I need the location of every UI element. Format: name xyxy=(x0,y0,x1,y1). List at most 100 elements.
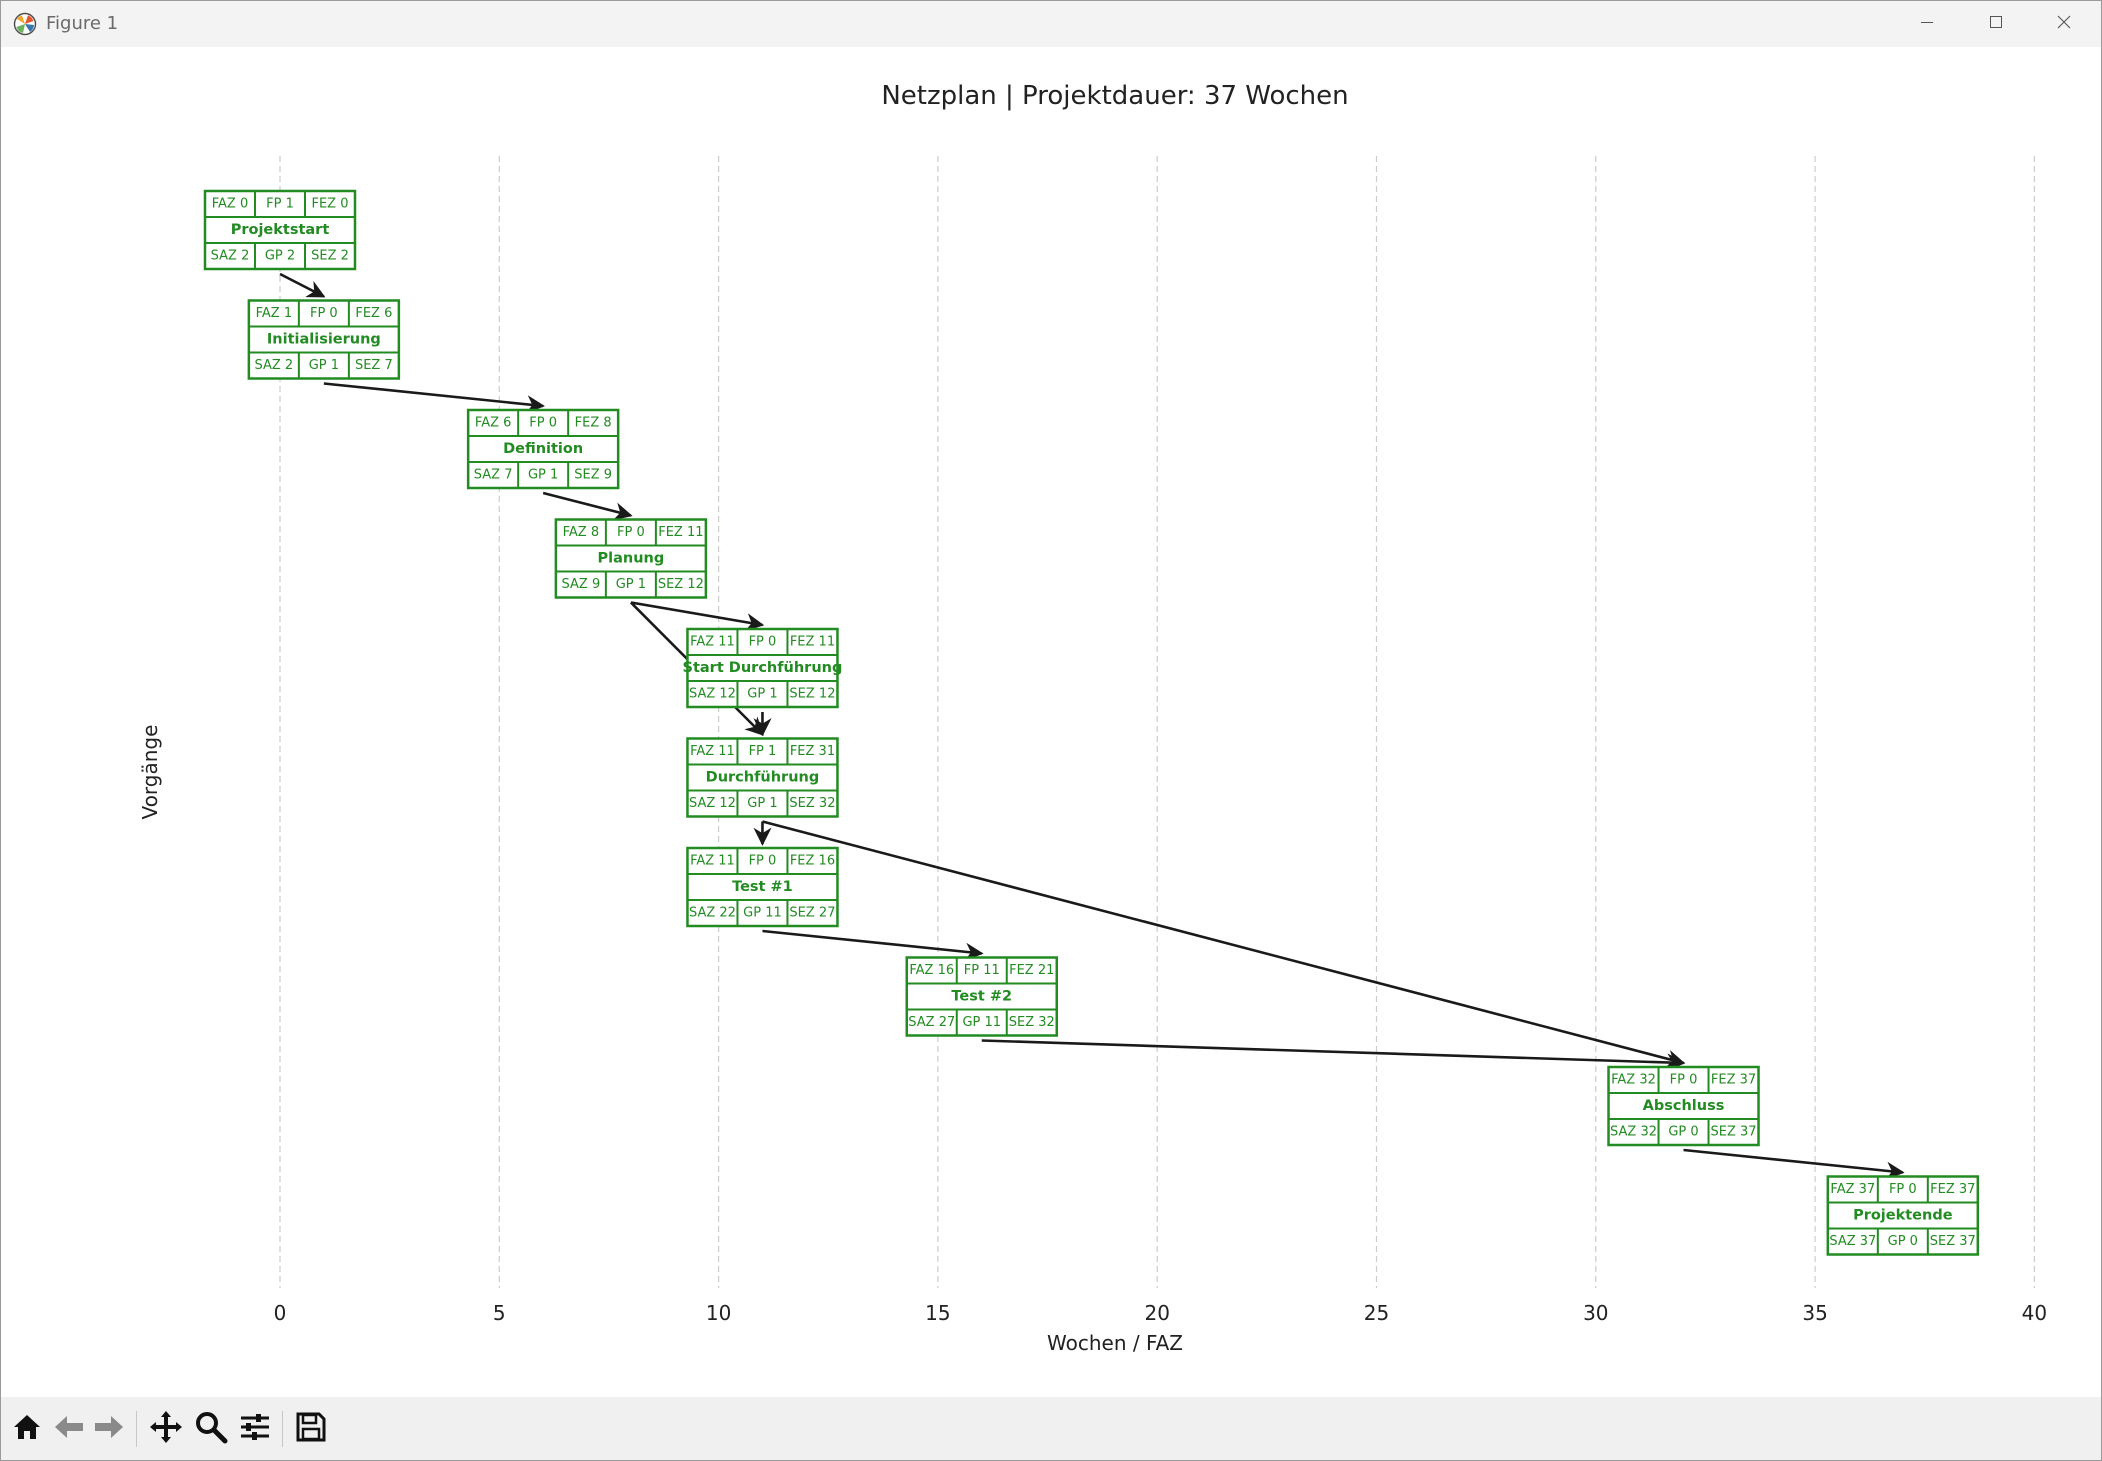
navigation-toolbar xyxy=(1,1397,2101,1460)
node-faz: FAZ 11 xyxy=(690,744,735,759)
node-gp: GP 1 xyxy=(747,796,777,811)
node-faz: FAZ 11 xyxy=(690,854,735,869)
x-tick-label: 30 xyxy=(1583,1301,1608,1325)
node-layer: FAZ 0 FP 1 FEZ 0 Projektstart SAZ 2 GP 2 SEZ 2… xyxy=(203,189,1980,1256)
node-saz: SAZ 12 xyxy=(689,796,736,811)
node-faz: FAZ 37 xyxy=(1830,1182,1875,1197)
node-name: Abschluss xyxy=(1643,1098,1725,1114)
node-name: Projektende xyxy=(1853,1208,1953,1224)
node-fp: FP 1 xyxy=(749,744,777,759)
toolbar-separator xyxy=(136,1411,137,1447)
node-gp: GP 11 xyxy=(743,906,782,921)
node-sez: SEZ 12 xyxy=(789,687,835,702)
node-gp: GP 1 xyxy=(747,687,777,702)
node-gp: GP 1 xyxy=(309,358,339,373)
configure-subplots-button[interactable] xyxy=(235,1409,275,1449)
home-icon xyxy=(10,1410,44,1449)
node-test2: FAZ 16 FP 11 FEZ 21 Test #2 SAZ 27 GP 11 SEZ 3… xyxy=(905,956,1059,1037)
node-saz: SAZ 2 xyxy=(211,249,250,264)
node-fez: FEZ 11 xyxy=(790,635,835,650)
node-fp: FP 0 xyxy=(749,854,777,869)
node-sez: SEZ 32 xyxy=(789,796,835,811)
back-arrow-icon xyxy=(52,1410,86,1449)
node-box xyxy=(1607,1065,1760,1147)
edge-layer xyxy=(279,272,1905,1180)
maximize-button[interactable] xyxy=(1963,1,2029,47)
node-name: Start Durchführung xyxy=(683,660,843,676)
node-box xyxy=(686,737,839,818)
node-fp: FP 0 xyxy=(617,525,645,540)
node-sez: SEZ 32 xyxy=(1009,1015,1055,1030)
node-gp: GP 0 xyxy=(1888,1234,1918,1249)
close-button[interactable] xyxy=(2031,1,2097,47)
node-name: Test #1 xyxy=(732,879,793,895)
maximize-icon xyxy=(1988,14,2004,35)
forward-button[interactable] xyxy=(89,1409,129,1449)
matplotlib-icon xyxy=(13,12,37,36)
node-sez: SEZ 37 xyxy=(1710,1125,1756,1140)
node-fez: FEZ 6 xyxy=(355,306,392,321)
node-gp: GP 2 xyxy=(265,249,295,264)
node-gp: GP 1 xyxy=(528,468,558,483)
node-sez: SEZ 27 xyxy=(789,906,835,921)
node-fez: FEZ 37 xyxy=(1930,1182,1975,1197)
toolbar-separator xyxy=(282,1411,283,1447)
node-fp: FP 0 xyxy=(749,635,777,650)
node-box xyxy=(686,627,839,709)
node-start-durchfuehrung: FAZ 11 FP 0 FEZ 11 Start Durchführung SAZ 12… xyxy=(683,627,843,709)
save-button[interactable] xyxy=(291,1409,331,1449)
x-tick-label: 40 xyxy=(2022,1301,2047,1325)
node-saz: SAZ 27 xyxy=(908,1015,955,1030)
save-icon xyxy=(295,1411,327,1448)
node-faz: FAZ 6 xyxy=(475,416,512,431)
x-tick-label: 35 xyxy=(1802,1301,1827,1325)
close-icon xyxy=(2056,14,2072,35)
plot-canvas[interactable]: FAZ 0 FP 1 FEZ 0 Projektstart SAZ 2 GP 2 SEZ 2… xyxy=(1,48,2101,1397)
node-sez: SEZ 37 xyxy=(1930,1234,1976,1249)
home-button[interactable] xyxy=(7,1409,47,1449)
node-faz: FAZ 11 xyxy=(690,635,735,650)
zoom-button[interactable] xyxy=(191,1409,231,1449)
node-saz: SAZ 37 xyxy=(1829,1234,1876,1249)
node-name: Test #2 xyxy=(951,989,1012,1005)
minimize-button[interactable] xyxy=(1894,1,1960,47)
zoom-icon xyxy=(194,1410,228,1449)
edge-arrow xyxy=(1683,1148,1905,1180)
node-definition: FAZ 6 FP 0 FEZ 8 Definition SAZ 7 GP 1 SEZ 9 xyxy=(466,408,620,490)
edge-arrow xyxy=(981,1039,1686,1072)
node-box xyxy=(1826,1175,1980,1256)
x-tick-label: 10 xyxy=(706,1301,731,1325)
node-fez: FEZ 11 xyxy=(658,525,703,540)
back-button[interactable] xyxy=(49,1409,89,1449)
node-planung: FAZ 8 FP 0 FEZ 11 Planung SAZ 9 GP 1 SEZ 12 xyxy=(554,518,708,599)
node-sez: SEZ 2 xyxy=(311,249,349,264)
forward-arrow-icon xyxy=(92,1410,126,1449)
node-gp: GP 1 xyxy=(616,577,646,592)
node-saz: SAZ 2 xyxy=(255,358,294,373)
edge-arrow xyxy=(323,382,545,414)
node-projektende: FAZ 37 FP 0 FEZ 37 Projektende SAZ 37 GP 0 SEZ… xyxy=(1826,1175,1980,1256)
node-box xyxy=(905,956,1059,1037)
node-sez: SEZ 7 xyxy=(355,358,393,373)
node-fez: FEZ 21 xyxy=(1009,963,1054,978)
node-fez: FEZ 31 xyxy=(790,744,835,759)
node-faz: FAZ 0 xyxy=(212,197,249,212)
node-abschluss: FAZ 32 FP 0 FEZ 37 Abschluss SAZ 32 GP 0 SEZ 3… xyxy=(1607,1065,1760,1147)
node-projektstart: FAZ 0 FP 1 FEZ 0 Projektstart SAZ 2 GP 2 SEZ 2 xyxy=(203,189,357,271)
node-gp: GP 11 xyxy=(962,1015,1001,1030)
x-tick-label: 0 xyxy=(274,1301,287,1325)
title-bar: Figure 1 xyxy=(1,1,2101,47)
node-fez: FEZ 37 xyxy=(1711,1073,1756,1088)
node-name: Projektstart xyxy=(231,222,330,238)
edge-arrow xyxy=(279,272,326,298)
node-fp: FP 0 xyxy=(1670,1073,1698,1088)
x-tick-label: 20 xyxy=(1144,1301,1169,1325)
node-fp: FP 0 xyxy=(1889,1182,1917,1197)
x-tick-label: 5 xyxy=(493,1301,506,1325)
pan-button[interactable] xyxy=(146,1409,186,1449)
node-test1: FAZ 11 FP 0 FEZ 16 Test #1 SAZ 22 GP 11 SEZ 27 xyxy=(686,846,839,928)
node-fez: FEZ 16 xyxy=(790,854,835,869)
node-saz: SAZ 12 xyxy=(689,687,736,702)
node-saz: SAZ 7 xyxy=(474,468,513,483)
